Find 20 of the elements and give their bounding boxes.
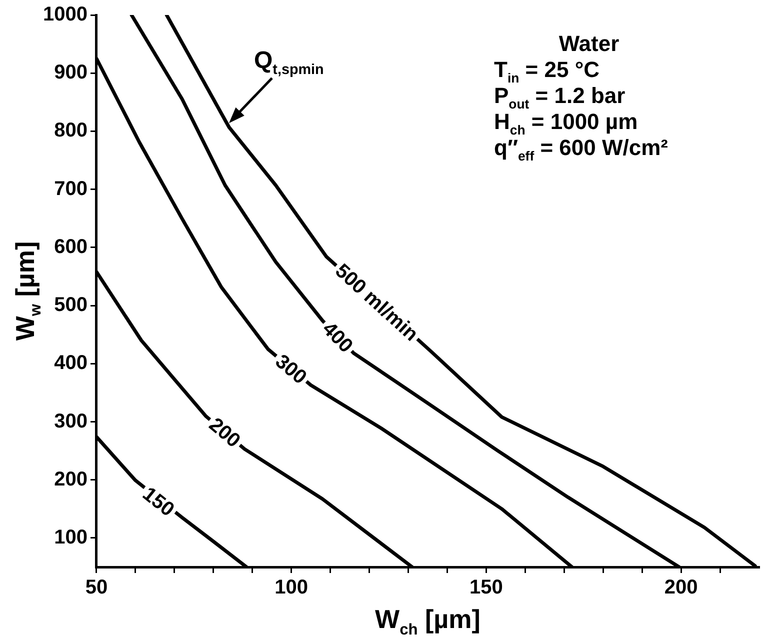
x-tick-label: 50 — [85, 576, 108, 599]
annotation: 400 — [318, 318, 357, 358]
y-tick-label: 300 — [54, 410, 88, 432]
annotation: 300 — [270, 350, 311, 389]
x-tick-label: 100 — [274, 576, 308, 599]
y-tick-label: 500 — [54, 294, 88, 316]
y-tick-label: 100 — [54, 526, 88, 548]
y-tick-label: 400 — [54, 352, 88, 374]
y-tick-label: 600 — [54, 236, 88, 258]
annotation: 200 — [204, 414, 244, 452]
annotation: 150 — [138, 483, 178, 522]
x-tick-label: 200 — [664, 576, 698, 599]
y-tick-label: 700 — [54, 178, 88, 200]
annotation: Water — [558, 31, 620, 56]
y-tick-label: 200 — [54, 468, 88, 490]
y-tick-label: 800 — [54, 120, 88, 142]
y-tick-label: 1000 — [42, 4, 88, 26]
x-tick-label: 150 — [470, 576, 503, 599]
y-axis-title: Ww [µm] — [10, 241, 44, 341]
y-tick-label: 900 — [54, 62, 88, 84]
